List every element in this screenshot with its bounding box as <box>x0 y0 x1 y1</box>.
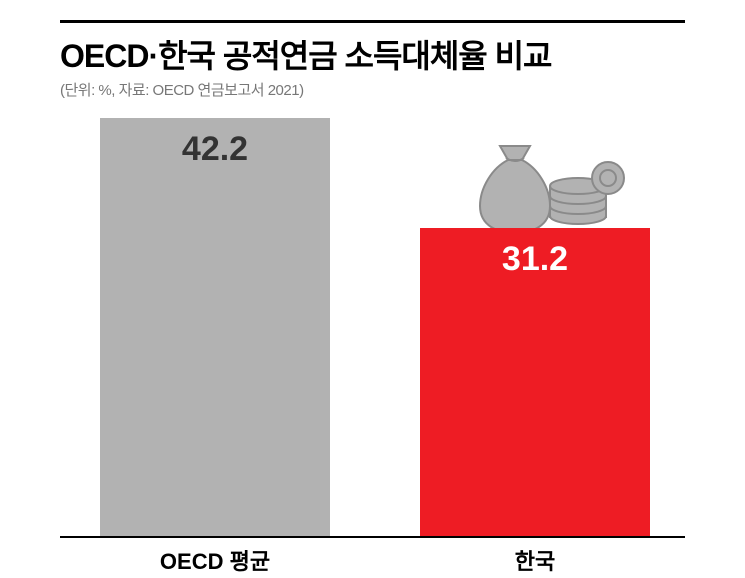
xlabel-korea: 한국 <box>420 544 650 576</box>
bar-korea-value: 31.2 <box>420 240 650 279</box>
chart-title: OECD·한국 공적연금 소득대체율 비교 <box>60 23 685 77</box>
money-bag-coins-icon <box>460 128 630 238</box>
chart-subtitle: (단위: %, 자료: OECD 연금보고서 2021) <box>60 79 685 100</box>
chart-baseline <box>60 536 685 538</box>
bar-oecd: 42.2 <box>100 118 330 538</box>
bar-chart: 42.2 31.2 <box>60 118 685 538</box>
x-axis-labels: OECD 평균 한국 <box>60 544 685 574</box>
bar-korea: 31.2 <box>420 228 650 538</box>
xlabel-oecd: OECD 평균 <box>100 544 330 576</box>
bar-oecd-value: 42.2 <box>100 130 330 169</box>
